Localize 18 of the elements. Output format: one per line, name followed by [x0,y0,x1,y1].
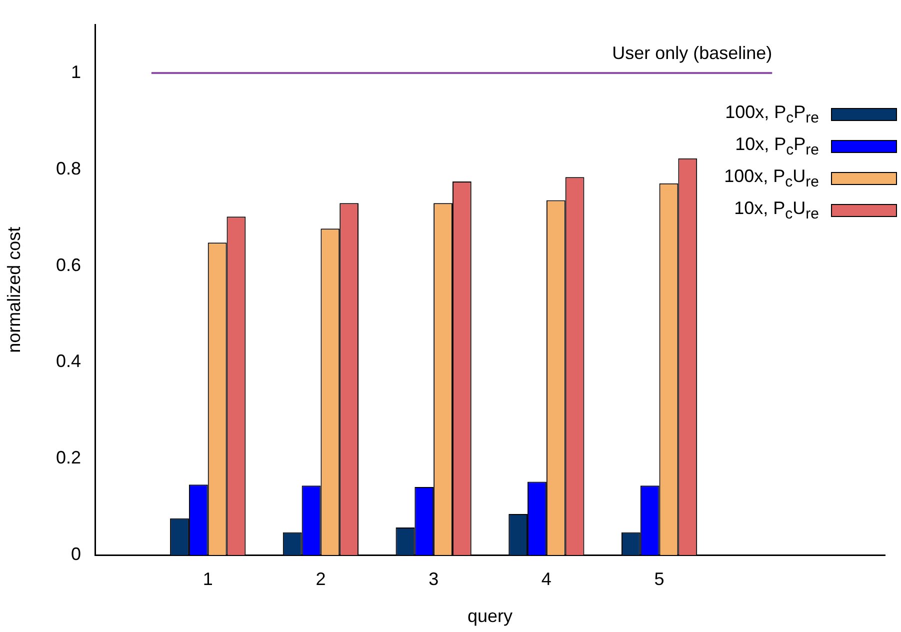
x-tick-label: 5 [654,568,664,589]
series-label: User only (baseline) [612,42,772,63]
x-tick-label: 2 [316,568,326,589]
x-tick-label: 1 [202,568,213,589]
y-tick-label: 0.6 [56,254,81,275]
legend-label: 100x, P$_{c}$P$_{re}$ [725,102,819,126]
legend-label: 100x, P$_{c}$U$_{re}$ [724,166,819,190]
x-tick-label: 3 [428,568,439,589]
legend-label: 10x, P$_{c}$U$_{re}$ [734,198,819,222]
y-tick-label: 0.2 [56,448,81,468]
y-tick-label: 1 [70,62,81,82]
x-tick-label: 4 [541,568,552,589]
y-axis-title: normalized cost [4,226,24,353]
y-tick-label: 0.8 [56,158,81,178]
y-tick-label: 0 [70,544,81,564]
legend-label: 10x, P$_{c}$P$_{re}$ [735,134,819,158]
y-tick-label: 0.4 [56,351,81,372]
x-axis-title: query [467,606,513,626]
